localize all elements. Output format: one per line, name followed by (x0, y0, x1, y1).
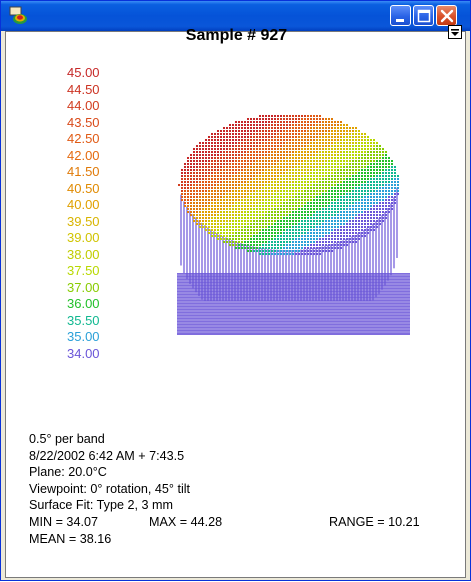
color-scale-legend: 45.00 44.50 44.00 43.50 42.50 42.00 41.50 40.50… (67, 65, 100, 362)
minimize-icon (396, 19, 404, 22)
scale-label: 44.00 (67, 98, 100, 113)
scale-label: 36.00 (67, 296, 100, 311)
plot-base (177, 273, 410, 335)
plot-title: Sample # 927 (185, 27, 288, 44)
plane-text: Plane: 20.0°C (29, 465, 107, 480)
scale-label: 40.50 (67, 180, 100, 196)
info-panel: 0.5° per band 8/22/2002 6:42 AM + 7:43.5… (29, 431, 420, 547)
scale-label: 39.00 (67, 230, 100, 245)
scale-label: 37.50 (67, 263, 100, 278)
scale-label: 37.00 (67, 279, 100, 295)
scale-label: 45.00 (67, 65, 100, 80)
viewpoint-text: Viewpoint: 0° rotation, 45° tilt (29, 481, 191, 496)
scale-label: 41.50 (67, 164, 100, 179)
scale-label: 42.50 (67, 131, 100, 146)
maximize-icon (417, 9, 431, 23)
scale-label: 40.00 (67, 197, 100, 212)
scale-label: 42.00 (67, 147, 100, 163)
range-value: RANGE = 10.21 (329, 514, 420, 529)
options-dropdown-button[interactable] (448, 25, 462, 39)
scale-label: 35.00 (67, 329, 100, 344)
mean-text: MEAN = 38.16 (29, 531, 112, 546)
maximize-button[interactable] (413, 5, 434, 26)
max-value: MAX = 44.28 (149, 514, 223, 529)
datetime-text: 8/22/2002 6:42 AM + 7:43.5 (29, 448, 185, 463)
scale-label: 35.50 (67, 312, 100, 328)
scale-label: 39.50 (67, 213, 100, 229)
scale-label: 43.50 (67, 114, 100, 130)
plot-walls (180, 187, 398, 301)
scale-label: 44.50 (67, 81, 100, 97)
close-icon (440, 9, 454, 23)
dropdown-arrow-icon (451, 29, 459, 36)
app-icon[interactable] (9, 6, 29, 26)
surface-fit-text: Surface Fit: Type 2, 3 mm (29, 498, 173, 513)
close-button[interactable] (436, 5, 457, 26)
plot-surface (178, 115, 399, 255)
minimize-button[interactable] (390, 5, 411, 26)
scale-label: 34.00 (67, 345, 100, 361)
band-text: 0.5° per band (29, 432, 105, 446)
title-bar[interactable] (1, 1, 470, 31)
min-value: MIN = 34.07 (29, 514, 98, 529)
scale-label: 38.00 (67, 246, 100, 262)
